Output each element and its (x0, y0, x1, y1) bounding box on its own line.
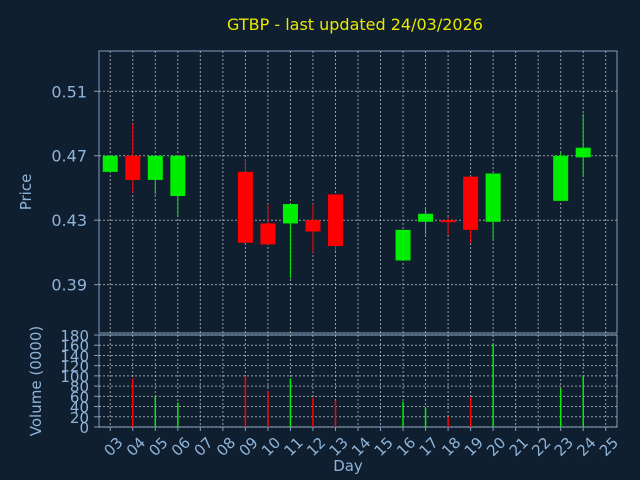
candle-17 (418, 208, 434, 235)
candle-24 (575, 113, 591, 177)
candle-18 (440, 216, 456, 235)
volume-y-tick: 160 (60, 337, 89, 355)
volume-y-tick: 40 (70, 399, 89, 417)
candle-12 (305, 204, 321, 253)
day-x-ticks: 0304050607080910111213141516171819202122… (100, 427, 622, 460)
volume-bar-04 (132, 378, 134, 427)
volume-bar-19 (469, 397, 472, 427)
price-y-tick: 0.47 (51, 147, 87, 166)
volume-bar-18 (447, 416, 449, 427)
candle-body (575, 147, 591, 158)
candle-11 (282, 204, 298, 279)
volume-bar-05 (154, 396, 157, 427)
price-y-tick: 0.43 (51, 211, 87, 230)
candle-body (125, 155, 141, 180)
volume-y-tick: 180 (60, 327, 89, 345)
candle-body (305, 220, 321, 232)
chart-title: GTBP - last updated 24/03/2026 (227, 15, 483, 34)
volume-y-tick: 140 (60, 347, 89, 365)
candle-19 (463, 176, 479, 243)
volume-bar-13 (334, 400, 337, 427)
candle-06 (170, 155, 186, 217)
candle-body (553, 155, 569, 201)
volume-bar-17 (424, 407, 427, 427)
price-axis-label: Price (17, 174, 35, 211)
candle-body (282, 204, 298, 224)
volume-axis-label: Volume (0000) (27, 326, 45, 436)
price-panel: 0.51 0.47 0.43 0.39 Price (17, 50, 618, 334)
candle-16 (395, 229, 411, 261)
volume-bar-24 (582, 375, 584, 427)
volume-bar-11 (289, 378, 292, 427)
volume-bar-06 (177, 402, 179, 427)
candle-body (395, 229, 411, 261)
volume-y-tick: 80 (70, 378, 89, 396)
candle-body (418, 213, 434, 222)
x-axis-label: Day (333, 457, 363, 475)
candles (102, 113, 591, 279)
volume-y-tick: 100 (60, 368, 89, 386)
price-y-tick: 0.51 (51, 82, 87, 101)
volume-y-tick: 60 (70, 388, 89, 406)
volume-bar-20 (492, 343, 494, 427)
candle-body (485, 173, 501, 222)
candle-body (327, 194, 343, 246)
candle-body (237, 171, 253, 243)
price-y-tick: 0.39 (51, 276, 87, 295)
candle-body (102, 155, 118, 172)
candle-03 (102, 155, 118, 172)
volume-y-tick: 0 (79, 419, 89, 437)
candle-body (260, 223, 276, 245)
candle-05 (147, 155, 163, 195)
candle-10 (260, 204, 276, 245)
candle-body (440, 220, 456, 223)
volume-bar-23 (559, 388, 562, 427)
volume-bar-12 (312, 397, 314, 427)
volume-bar-10 (267, 391, 269, 427)
x-tick-label: 25 (596, 434, 622, 460)
candle-20 (485, 173, 501, 240)
volume-bar-09 (244, 375, 247, 427)
volume-bars (132, 343, 584, 427)
candle-13 (327, 194, 343, 251)
candle-23 (553, 152, 569, 201)
price-y-ticks: 0.51 0.47 0.43 0.39 (51, 82, 99, 295)
volume-y-tick: 120 (60, 358, 89, 376)
volume-y-tick: 20 (70, 409, 89, 427)
candle-04 (125, 123, 141, 193)
candle-09 (237, 158, 253, 243)
volume-bar-16 (402, 401, 404, 427)
candle-body (463, 176, 479, 230)
candle-body (170, 155, 186, 197)
candle-body (147, 155, 163, 180)
